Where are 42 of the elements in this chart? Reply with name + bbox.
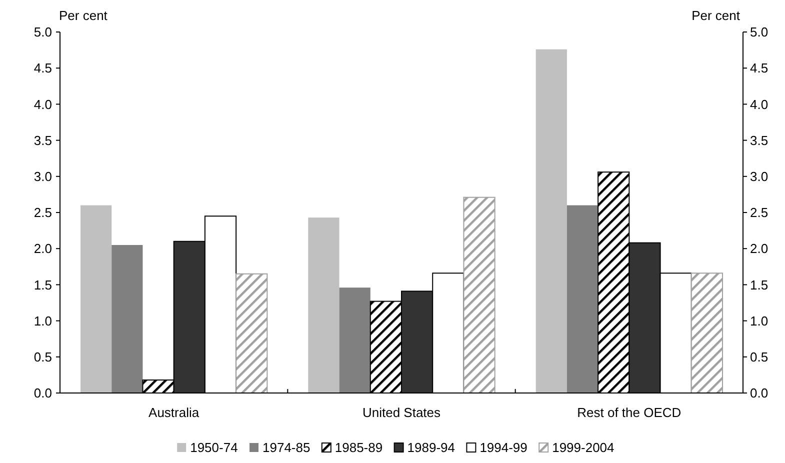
y-tick-label: 2.5 xyxy=(34,205,52,220)
legend-label: 1994-99 xyxy=(480,440,528,455)
bar xyxy=(463,196,496,394)
bar xyxy=(112,244,143,393)
bar xyxy=(536,49,567,393)
legend-label: 1985-89 xyxy=(334,440,383,455)
y2-tick-label: 2.5 xyxy=(750,205,768,220)
y2-tick-label: 4.5 xyxy=(750,60,768,76)
y2-tick-label: 1.0 xyxy=(750,313,768,328)
x-tick-label: Australia xyxy=(148,405,200,420)
bar xyxy=(236,273,268,394)
x-tick-label: United States xyxy=(362,405,442,420)
x-tick-label: Rest of the OECD xyxy=(577,405,682,420)
bar xyxy=(690,272,724,394)
y-tick-label: 4.5 xyxy=(34,60,52,76)
y-tick-label: 3.5 xyxy=(34,132,52,148)
y-tick-label: 5.0 xyxy=(34,24,52,40)
legend-label: 1950-74 xyxy=(190,440,238,455)
y2-tick-label: 4.0 xyxy=(750,96,768,112)
y2-tick-label: 0.5 xyxy=(750,349,768,364)
legend-label: 1989-94 xyxy=(407,440,456,455)
y2-tick-label: 3.0 xyxy=(750,168,768,184)
legend-label: 1999-2004 xyxy=(552,440,614,455)
y-tick-label: 2.0 xyxy=(34,241,52,256)
y-tick-label: 1.5 xyxy=(34,277,52,292)
y2-tick-label: 1.5 xyxy=(750,277,768,292)
y2-tick-label: 3.5 xyxy=(750,132,768,148)
y-tick-label: 3.0 xyxy=(34,168,52,184)
y-axis-title: Per cent xyxy=(59,8,108,23)
y-tick-label: 0.0 xyxy=(34,386,52,401)
bar xyxy=(339,288,370,393)
y2-tick-label: 2.0 xyxy=(750,241,768,256)
legend-label: 1974-85 xyxy=(262,440,310,455)
bar xyxy=(308,218,340,393)
y2-tick-label: 0.0 xyxy=(750,386,768,401)
bar xyxy=(566,205,598,393)
y-tick-label: 0.5 xyxy=(34,349,52,364)
y-tick-label: 4.0 xyxy=(34,96,52,112)
y-tick-label: 1.0 xyxy=(34,313,52,328)
bar xyxy=(80,205,112,393)
y2-tick-label: 5.0 xyxy=(750,24,768,40)
y2-axis-title: Per cent xyxy=(692,8,740,23)
